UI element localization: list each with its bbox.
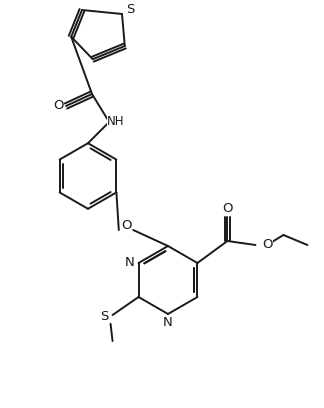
Text: O: O (53, 100, 63, 113)
Text: S: S (126, 4, 134, 16)
Text: O: O (121, 220, 131, 233)
Text: O: O (262, 239, 273, 251)
Text: N: N (125, 257, 135, 270)
Text: N: N (163, 315, 173, 328)
Text: O: O (222, 202, 233, 215)
Text: S: S (100, 310, 109, 324)
Text: NH: NH (107, 115, 125, 129)
